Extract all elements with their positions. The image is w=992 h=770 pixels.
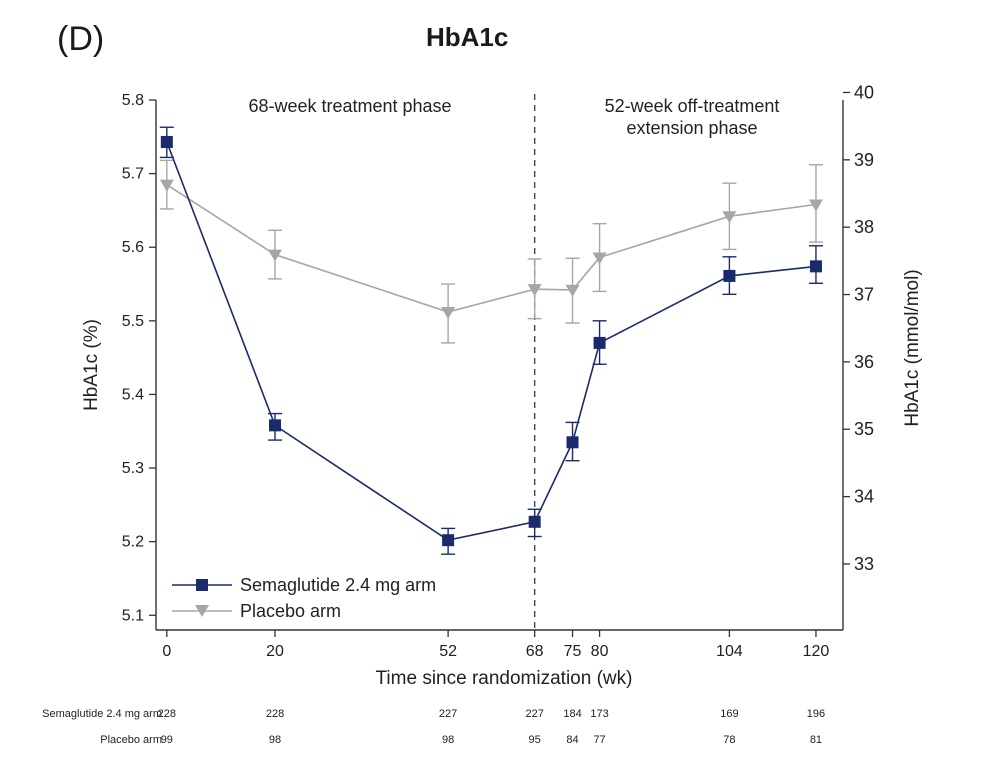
x-tick-label: 68 — [526, 643, 544, 660]
x-tick-label: 75 — [564, 643, 582, 660]
data-point-semaglutide — [723, 269, 736, 282]
n-at-risk-semaglutide: 228 — [158, 708, 176, 720]
data-point-semaglutide — [269, 419, 282, 432]
y-tick-label: 5.8 — [122, 92, 144, 109]
data-point-semaglutide — [809, 260, 822, 273]
n-at-risk-semaglutide: 227 — [525, 708, 543, 720]
y-tick-label: 5.7 — [122, 166, 144, 183]
series-line-placebo — [166, 184, 817, 313]
y-tick-label: 5.6 — [122, 239, 144, 256]
data-point-placebo — [722, 211, 737, 224]
data-point-placebo — [592, 252, 607, 265]
phase-label-extension-line2: extension phase — [626, 118, 757, 138]
y2-tick-label: 39 — [854, 150, 874, 170]
legend-label-placebo: Placebo arm — [240, 601, 341, 621]
x-tick-label: 20 — [266, 643, 284, 660]
data-point-semaglutide — [593, 336, 606, 349]
n-at-risk-placebo: 78 — [723, 734, 735, 746]
legend-label-semaglutide: Semaglutide 2.4 mg arm — [240, 575, 436, 595]
n-at-risk-placebo: 99 — [161, 734, 173, 746]
chart-title: HbA1c — [426, 22, 509, 52]
series-semaglutide — [159, 126, 823, 555]
y-tick-label: 5.4 — [122, 386, 144, 403]
y-tick-label: 5.3 — [122, 460, 144, 477]
y-axis-label: HbA1c (%) — [81, 319, 102, 411]
y2-axis-label: HbA1c (mmol/mol) — [902, 269, 923, 426]
data-point-placebo — [268, 249, 283, 262]
x-tick-label: 104 — [716, 643, 743, 660]
data-point-semaglutide — [442, 534, 455, 547]
x-axis-label: Time since randomization (wk) — [376, 668, 633, 689]
data-point-semaglutide — [528, 515, 541, 528]
data-point-placebo — [565, 284, 580, 297]
series-line-semaglutide — [166, 141, 817, 542]
n-at-risk-semaglutide: 196 — [807, 708, 825, 720]
risk-row-label-semaglutide: Semaglutide 2.4 mg arm — [42, 708, 162, 720]
y2-tick-label: 38 — [854, 217, 874, 237]
y-tick-label: 5.5 — [122, 313, 144, 330]
y2-tick-label: 37 — [854, 285, 874, 305]
risk-row-label-placebo: Placebo arm — [100, 734, 162, 746]
n-at-risk-placebo: 81 — [810, 734, 822, 746]
data-point-semaglutide — [160, 135, 173, 148]
y-tick-label: 5.2 — [122, 534, 144, 551]
n-at-risk-placebo: 95 — [529, 734, 541, 746]
y2-tick-label: 35 — [854, 419, 874, 439]
n-at-risk-placebo: 84 — [566, 734, 578, 746]
y2-tick-label: 33 — [854, 554, 874, 574]
legend-marker-placebo — [195, 605, 209, 617]
n-at-risk-semaglutide: 173 — [590, 708, 608, 720]
n-at-risk-semaglutide: 169 — [720, 708, 738, 720]
data-point-semaglutide — [566, 436, 579, 449]
n-at-risk-semaglutide: 227 — [439, 708, 457, 720]
data-point-placebo — [159, 179, 174, 192]
phase-label-extension-line1: 52-week off-treatment — [605, 96, 780, 116]
phase-label-treatment: 68-week treatment phase — [248, 96, 451, 116]
x-tick-label: 80 — [591, 643, 609, 660]
n-at-risk-placebo: 77 — [593, 734, 605, 746]
y2-tick-label: 40 — [854, 82, 874, 102]
n-at-risk-placebo: 98 — [442, 734, 454, 746]
legend-marker-semaglutide — [196, 579, 208, 591]
x-tick-label: 120 — [803, 643, 830, 660]
y2-tick-label: 36 — [854, 352, 874, 372]
x-tick-label: 0 — [162, 643, 171, 660]
data-point-placebo — [441, 307, 456, 319]
n-at-risk-placebo: 98 — [269, 734, 281, 746]
series-placebo — [159, 159, 823, 344]
y2-tick-label: 34 — [854, 487, 874, 507]
data-point-placebo — [808, 199, 823, 212]
n-at-risk-semaglutide: 184 — [563, 708, 581, 720]
n-at-risk-semaglutide: 228 — [266, 708, 284, 720]
y-tick-label: 5.1 — [122, 607, 144, 624]
panel-label: (D) — [57, 20, 105, 58]
x-tick-label: 52 — [439, 643, 457, 660]
data-point-placebo — [527, 284, 542, 297]
